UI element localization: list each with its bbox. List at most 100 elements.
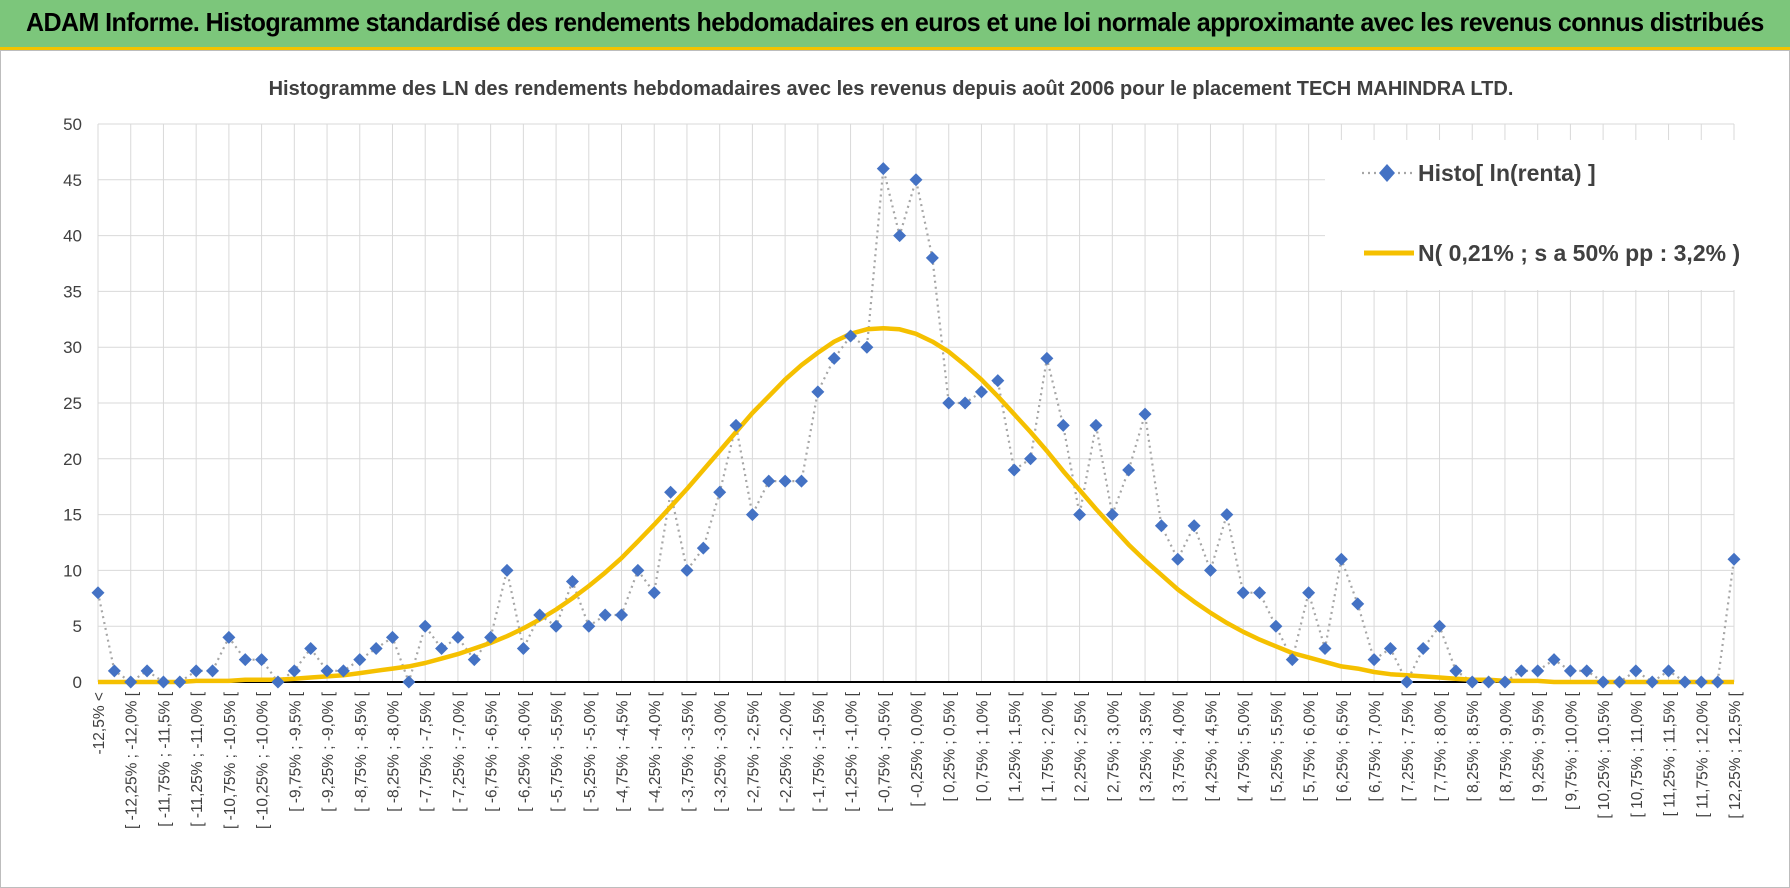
x-tick-label: [ -4,25% ; -4,0% [ <box>647 691 664 811</box>
x-tick-label: [ -6,75% ; -6,5% [ <box>484 691 501 811</box>
x-tick-label: [ -8,75% ; -8,5% [ <box>353 691 370 811</box>
histo-point <box>680 563 694 577</box>
histo-point <box>107 664 121 678</box>
histo-point <box>1154 519 1168 533</box>
x-tick-label: [ -0,75% ; -0,5% [ <box>876 691 893 811</box>
histo-point <box>1433 619 1447 633</box>
histo-point <box>385 630 399 644</box>
x-tick-label: [ 7,75% ; 8,0% [ <box>1433 691 1450 801</box>
histo-point <box>1171 552 1185 566</box>
histo-point <box>484 630 498 644</box>
histo-point <box>189 664 203 678</box>
histo-point <box>958 396 972 410</box>
histo-point <box>435 642 449 656</box>
histo-point <box>1563 664 1577 678</box>
histo-point <box>287 664 301 678</box>
x-tick-label: [ -4,75% ; -4,5% [ <box>615 691 632 811</box>
histo-point <box>1122 463 1136 477</box>
histo-point <box>582 619 596 633</box>
histo-point <box>991 374 1005 388</box>
histo-point <box>1089 418 1103 432</box>
histo-point <box>1007 463 1021 477</box>
histo-point <box>451 630 465 644</box>
x-tick-label: [ 11,25% ; 11,5% [ <box>1662 691 1679 816</box>
histo-point <box>238 653 252 667</box>
x-tick-label: [ 12,25% ; 12,5% [ <box>1727 691 1744 818</box>
histo-point <box>173 675 187 689</box>
y-tick-label: 20 <box>63 450 82 469</box>
x-tick-label: [ 10,75% ; 11,0% [ <box>1629 691 1646 817</box>
x-tick-label: [ 5,25% ; 5,5% [ <box>1269 691 1286 801</box>
histo-point <box>1383 642 1397 656</box>
y-tick-label: 40 <box>63 227 82 246</box>
x-tick-label: [ -1,25% ; -1,0% [ <box>844 691 861 811</box>
x-tick-label: [ 5,75% ; 6,0% [ <box>1302 691 1319 801</box>
histo-point <box>893 229 907 243</box>
histo-point <box>778 474 792 488</box>
histo-point <box>729 418 743 432</box>
x-tick-label: [ -9,75% ; -9,5% [ <box>287 691 304 811</box>
histo-point <box>533 608 547 622</box>
x-tick-label: [ 11,75% ; 12,0% [ <box>1694 691 1711 817</box>
y-tick-label: 5 <box>73 617 82 636</box>
histo-point <box>1073 508 1087 522</box>
legend-normal-label: N( 0,21% ; s a 50% pp : 3,2% ) <box>1418 240 1740 266</box>
histo-point <box>516 642 530 656</box>
x-tick-label: [ -8,25% ; -8,0% [ <box>385 691 402 811</box>
histo-point <box>1498 675 1512 689</box>
histo-point <box>942 396 956 410</box>
histo-point <box>860 340 874 354</box>
histo-point <box>1547 653 1561 667</box>
histo-point <box>1334 552 1348 566</box>
histo-point <box>1400 675 1414 689</box>
x-tick-label: [ -5,75% ; -5,5% [ <box>549 691 566 811</box>
histo-point <box>1645 675 1659 689</box>
histo-point <box>1465 675 1479 689</box>
histo-point <box>320 664 334 678</box>
title-banner: ADAM Informe. Histogramme standardisé de… <box>0 0 1790 50</box>
y-axis-ticks: 0 5 10 15 20 25 30 35 40 45 50 <box>63 115 82 692</box>
histo-point <box>304 642 318 656</box>
y-tick-label: 25 <box>63 394 82 413</box>
x-tick-label: [ 2,25% ; 2,5% [ <box>1073 691 1090 801</box>
legend-histo-label: Histo[ ln(renta) ] <box>1418 160 1596 186</box>
histo-point <box>615 608 629 622</box>
histo-point <box>124 675 138 689</box>
x-tick-label: [ 6,25% ; 6,5% [ <box>1334 691 1351 801</box>
histo-point <box>1629 664 1643 678</box>
y-tick-label: 35 <box>63 282 82 301</box>
x-tick-label: [ -3,75% ; -3,5% [ <box>680 691 697 811</box>
x-tick-label: [ 8,25% ; 8,5% [ <box>1465 691 1482 801</box>
histo-point <box>647 586 661 600</box>
histo-point <box>811 385 825 399</box>
histo-point <box>565 575 579 589</box>
histo-point <box>255 653 269 667</box>
histo-point <box>353 653 367 667</box>
x-tick-label: [ -11,25% ; -11,0% [ <box>189 691 206 826</box>
histo-point <box>206 664 220 678</box>
histo-point <box>713 485 727 499</box>
x-tick-label: [ 6,75% ; 7,0% [ <box>1367 691 1384 801</box>
normal-curve-line <box>98 325 1734 685</box>
histo-point <box>696 541 710 555</box>
histo-point <box>1727 552 1741 566</box>
histo-point <box>549 619 563 633</box>
histo-markers <box>91 162 1741 689</box>
x-tick-label: [ 8,75% ; 9,0% [ <box>1498 691 1515 801</box>
histo-point <box>156 675 170 689</box>
x-tick-label: [ -6,25% ; -6,0% [ <box>516 691 533 811</box>
x-tick-label: [ -2,25% ; -2,0% [ <box>778 691 795 811</box>
histo-point <box>1285 653 1299 667</box>
histo-point <box>1612 675 1626 689</box>
histo-point <box>369 642 383 656</box>
histo-point <box>1056 418 1070 432</box>
x-tick-label: [ 1,75% ; 2,0% [ <box>1040 691 1057 801</box>
histo-point <box>91 586 105 600</box>
histo-point <box>974 385 988 399</box>
histo-point <box>1711 675 1725 689</box>
legend-diamond-icon <box>1379 164 1395 182</box>
histo-point <box>1187 519 1201 533</box>
x-tick-label: -12,5% < <box>91 692 108 754</box>
histo-point <box>1236 586 1250 600</box>
x-tick-label: [ 2,75% ; 3,0% [ <box>1105 691 1122 801</box>
